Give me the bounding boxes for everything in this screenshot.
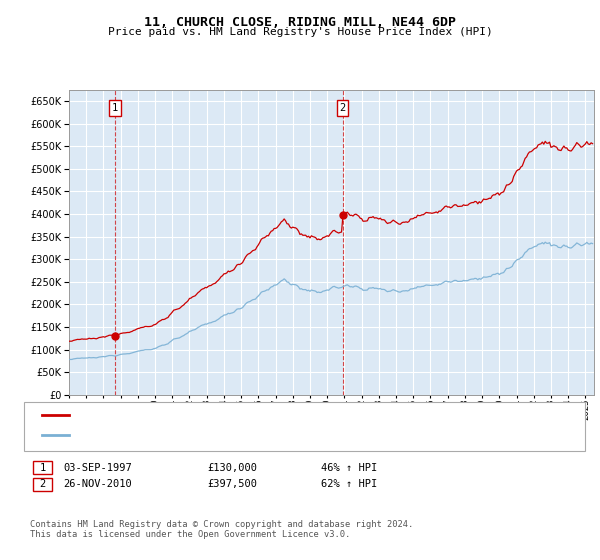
- Text: £397,500: £397,500: [207, 479, 257, 489]
- Text: 26-NOV-2010: 26-NOV-2010: [63, 479, 132, 489]
- Text: 1: 1: [112, 103, 118, 113]
- Text: 62% ↑ HPI: 62% ↑ HPI: [321, 479, 377, 489]
- Text: 2: 2: [340, 103, 346, 113]
- Text: 46% ↑ HPI: 46% ↑ HPI: [321, 463, 377, 473]
- Text: 1: 1: [40, 463, 46, 473]
- Text: 11, CHURCH CLOSE, RIDING MILL, NE44 6DP (detached house): 11, CHURCH CLOSE, RIDING MILL, NE44 6DP …: [75, 410, 411, 421]
- Text: HPI: Average price, detached house, Northumberland: HPI: Average price, detached house, Nort…: [75, 430, 375, 440]
- Text: Contains HM Land Registry data © Crown copyright and database right 2024.
This d: Contains HM Land Registry data © Crown c…: [30, 520, 413, 539]
- Text: Price paid vs. HM Land Registry's House Price Index (HPI): Price paid vs. HM Land Registry's House …: [107, 27, 493, 37]
- Text: 2: 2: [40, 479, 46, 489]
- Text: £130,000: £130,000: [207, 463, 257, 473]
- Text: 11, CHURCH CLOSE, RIDING MILL, NE44 6DP: 11, CHURCH CLOSE, RIDING MILL, NE44 6DP: [144, 16, 456, 29]
- Text: 03-SEP-1997: 03-SEP-1997: [63, 463, 132, 473]
